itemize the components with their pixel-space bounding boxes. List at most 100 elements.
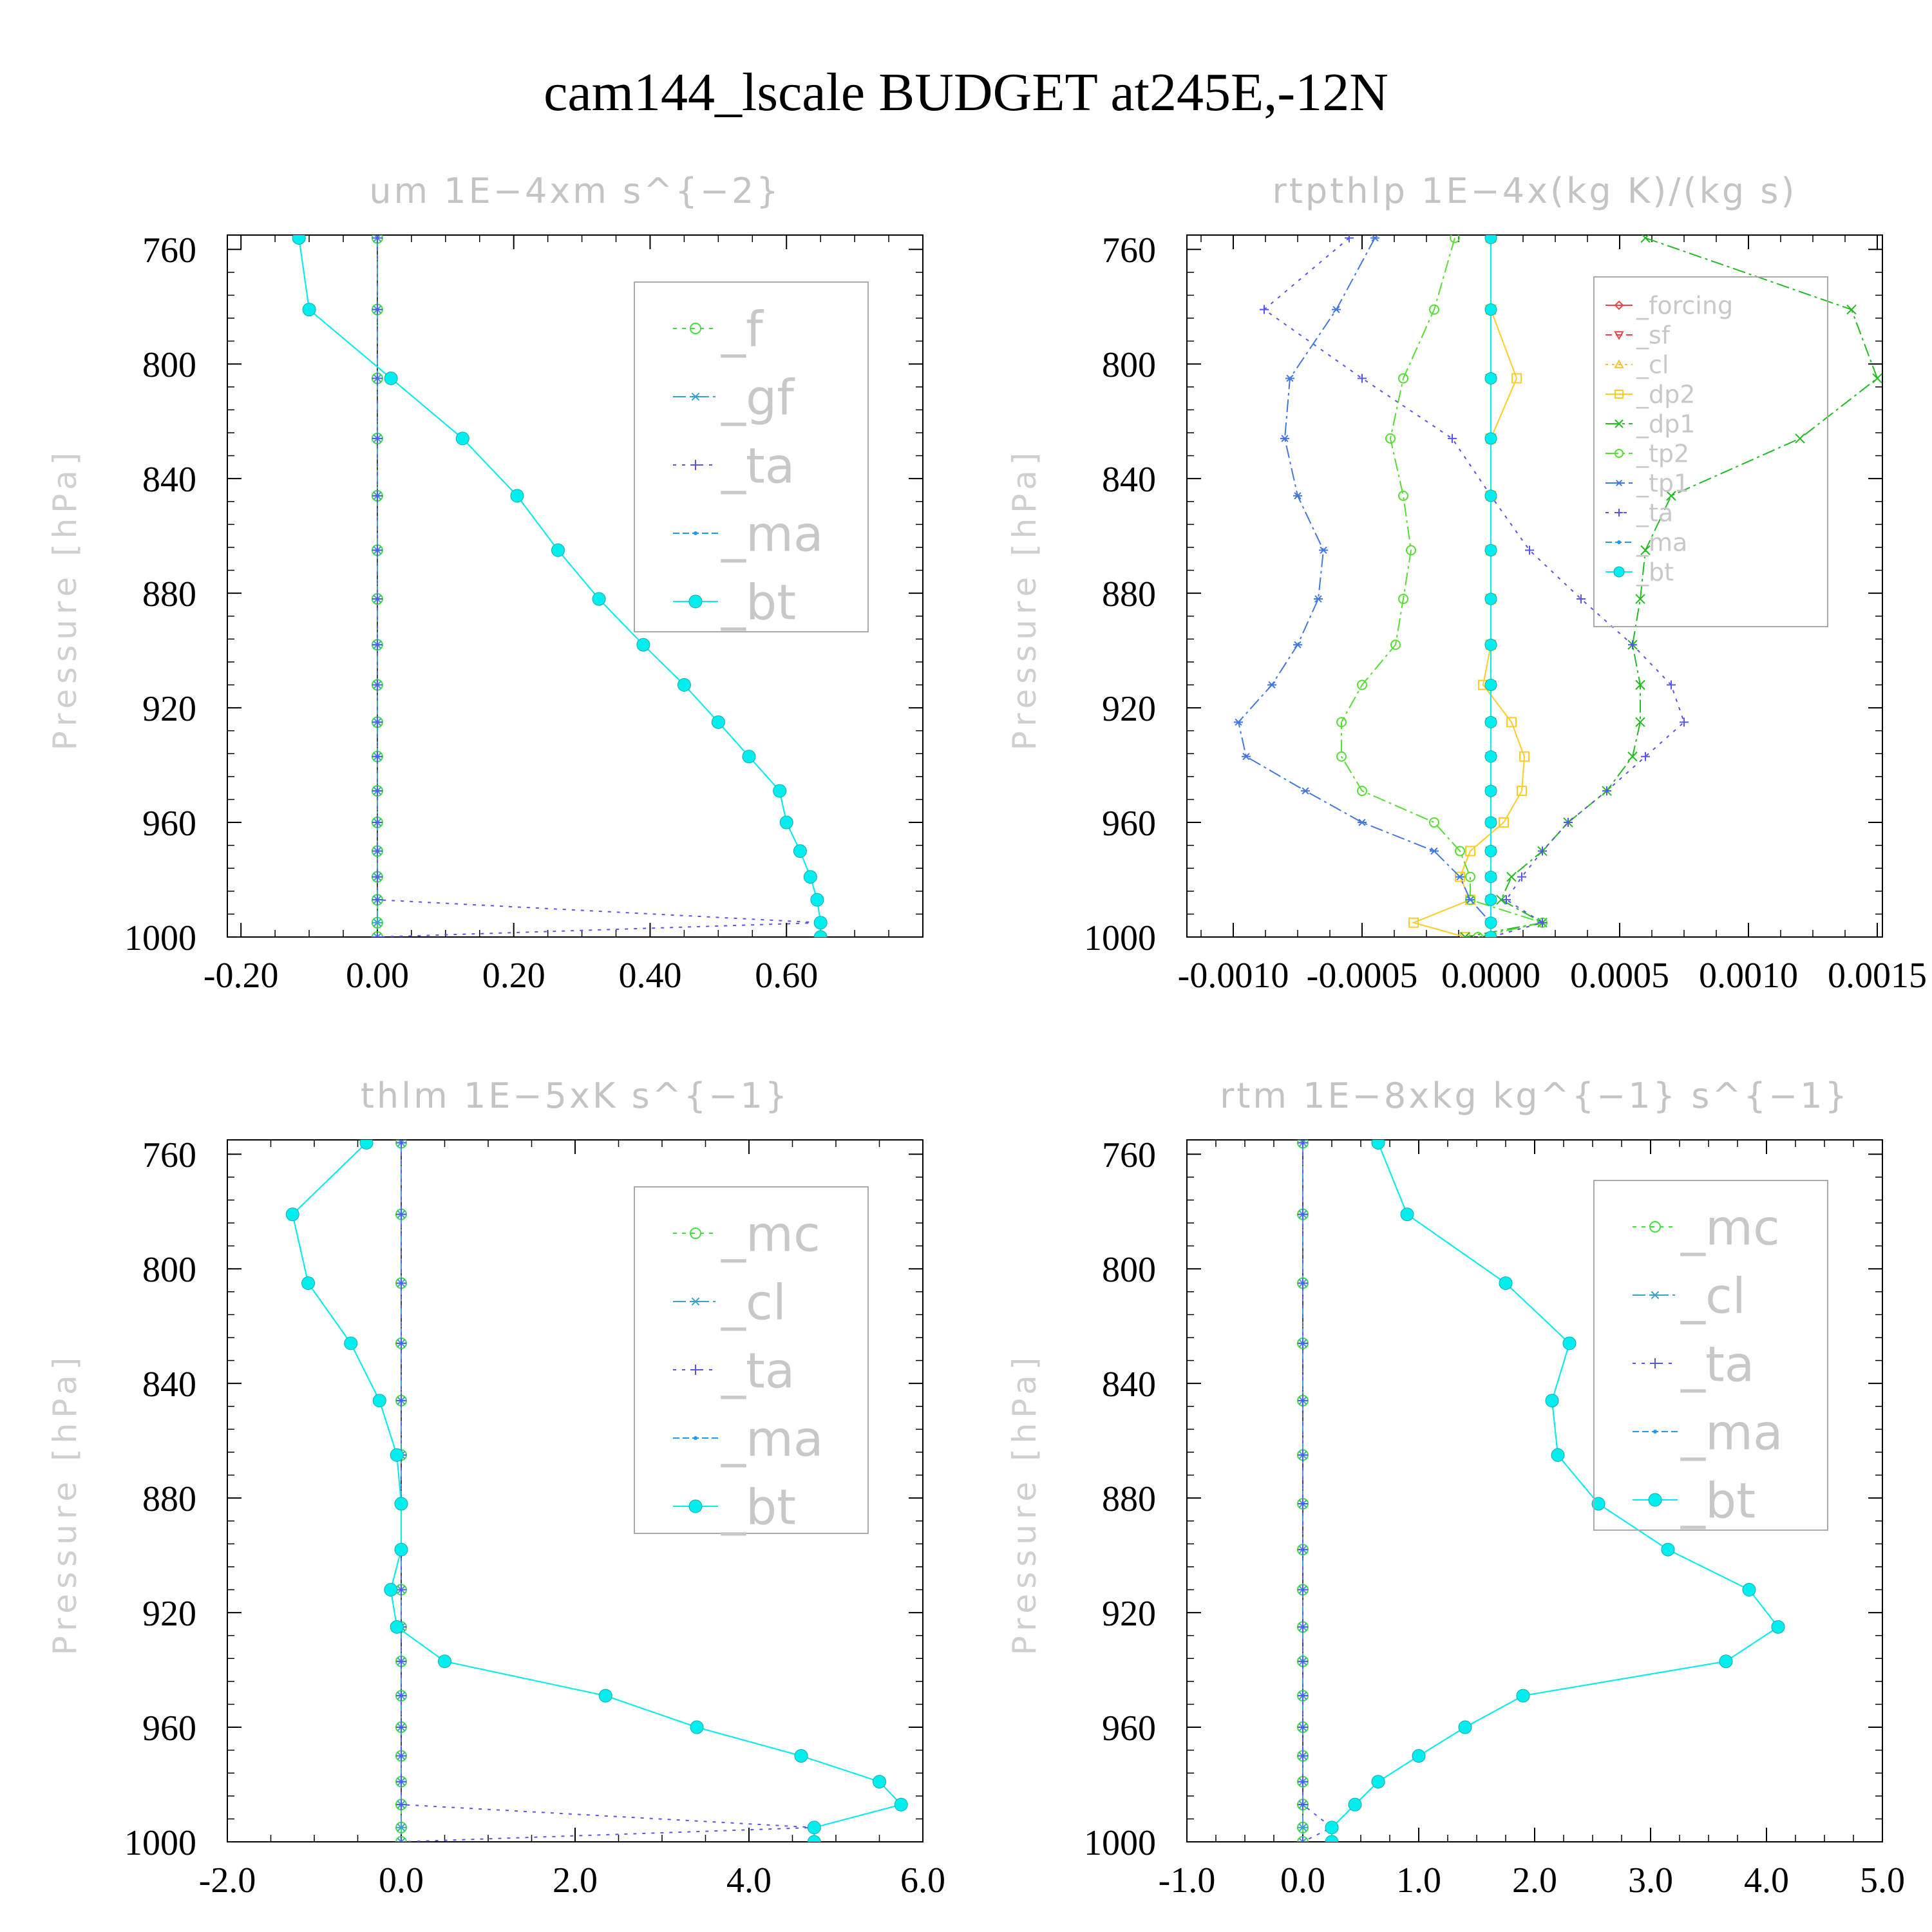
data-point-marker: [1450, 235, 1460, 243]
data-point-marker: [1484, 816, 1497, 829]
legend-label: _bt: [721, 1478, 796, 1535]
data-point-marker: [1385, 433, 1396, 444]
data-point-marker: [359, 1140, 374, 1150]
legend-label: _cl: [721, 1273, 786, 1331]
y-tick-label: 1000: [1084, 918, 1156, 958]
data-point-marker: [372, 490, 383, 501]
data-point-marker: [1617, 540, 1621, 544]
data-point-marker: [1260, 305, 1269, 314]
data-point-marker: [1298, 1584, 1308, 1595]
y-tick-label: 840: [1102, 1365, 1156, 1405]
data-point-marker: [1484, 893, 1497, 906]
data-point-marker: [396, 1338, 406, 1349]
data-point-marker: [396, 1837, 406, 1842]
x-tick-label: -1.0: [1159, 1861, 1216, 1900]
data-point-marker: [1484, 871, 1497, 884]
data-point-marker: [1502, 895, 1511, 905]
y-tick-label: 920: [1102, 1594, 1156, 1634]
data-point-marker: [592, 592, 606, 606]
data-point-marker: [807, 1835, 821, 1842]
y-tick-label: 1000: [124, 918, 196, 958]
figure-title: cam144_lscale BUDGET at245E,-12N: [544, 62, 1388, 122]
y-tick-label: 760: [142, 231, 196, 270]
x-tick-label: 2.0: [1512, 1861, 1557, 1900]
data-point-marker: [396, 1722, 406, 1733]
data-point-marker: [396, 1395, 406, 1406]
data-point-marker: [396, 1209, 406, 1220]
legend-box: [634, 281, 869, 632]
data-point-marker: [1398, 373, 1408, 384]
data-point-marker: [1465, 846, 1475, 857]
y-tick-label: 960: [142, 1709, 196, 1748]
y-tick-label: 920: [142, 689, 196, 729]
data-point-marker: [1615, 419, 1624, 428]
data-point-marker: [711, 715, 725, 729]
data-point-marker: [455, 431, 469, 446]
data-point-marker: [1298, 1656, 1308, 1667]
data-point-marker: [396, 1690, 406, 1701]
y-tick-label: 760: [142, 1135, 196, 1175]
data-point-marker: [1301, 787, 1310, 795]
data-point-marker: [1499, 1276, 1513, 1290]
data-point-marker: [688, 594, 703, 609]
data-point-marker: [694, 531, 697, 535]
data-point-marker: [1795, 433, 1805, 444]
data-point-marker: [690, 1297, 701, 1306]
data-point-marker: [1484, 845, 1497, 858]
data-point-marker: [1298, 1837, 1308, 1842]
legend-label: _dp1: [1636, 410, 1695, 439]
y-tick-label: 840: [142, 460, 196, 500]
data-point-marker: [1429, 817, 1439, 828]
data-point-marker: [1298, 1544, 1308, 1555]
data-point-marker: [1742, 1582, 1756, 1596]
data-point-marker: [372, 433, 383, 444]
data-point-marker: [372, 304, 383, 315]
data-point-marker: [1298, 1338, 1308, 1349]
data-point-marker: [1408, 917, 1419, 928]
data-point-marker: [396, 1750, 406, 1761]
data-point-marker: [1357, 679, 1367, 690]
data-point-marker: [1400, 1208, 1414, 1222]
data-point-marker: [1627, 752, 1638, 762]
x-tick-label: 0.0: [379, 1861, 424, 1900]
data-point-marker: [1267, 681, 1276, 689]
data-point-marker: [1517, 786, 1527, 797]
data-point-marker: [1348, 1797, 1362, 1812]
data-point-marker: [1298, 1278, 1308, 1289]
data-point-marker: [1635, 717, 1645, 728]
data-point-marker: [1460, 932, 1470, 937]
y-axis-label: Pressure [hPa]: [46, 1352, 84, 1656]
data-point-marker: [1336, 751, 1347, 762]
data-point-marker: [1614, 300, 1624, 310]
data-point-marker: [1484, 931, 1497, 937]
data-point-marker: [1345, 235, 1354, 243]
x-tick-label: -0.0010: [1178, 956, 1289, 996]
data-point-marker: [690, 1365, 701, 1375]
data-point-marker: [1298, 1799, 1308, 1810]
data-point-marker: [1614, 359, 1624, 368]
data-point-marker: [285, 1208, 299, 1222]
data-point-marker: [1465, 871, 1475, 882]
data-point-marker: [1564, 818, 1573, 828]
data-point-marker: [302, 303, 316, 317]
data-point-marker: [344, 1336, 358, 1350]
data-point-marker: [396, 1837, 406, 1842]
data-point-marker: [1298, 1395, 1308, 1406]
x-tick-label: 0.0010: [1699, 956, 1798, 996]
legend-label: _ta: [721, 437, 795, 494]
chart-panel: 760 800 840 880 920 960 1000-2.0 0.0 2.0 4.0 6.0 th…: [46, 1075, 945, 1900]
data-point-marker: [873, 1775, 886, 1789]
legend-label: _cl: [1680, 1267, 1746, 1324]
y-tick-label: 920: [1102, 689, 1156, 729]
x-tick-label: -2.0: [199, 1861, 256, 1900]
data-point-marker: [372, 545, 383, 556]
data-point-marker: [1484, 638, 1497, 651]
data-point-marker: [1455, 873, 1464, 881]
data-point-marker: [1298, 1209, 1308, 1220]
data-point-marker: [372, 933, 383, 937]
legend-label: _ma: [1680, 1403, 1783, 1461]
data-point-marker: [1516, 1689, 1530, 1703]
data-point-marker: [372, 717, 383, 728]
x-tick-label: 4.0: [726, 1861, 772, 1900]
